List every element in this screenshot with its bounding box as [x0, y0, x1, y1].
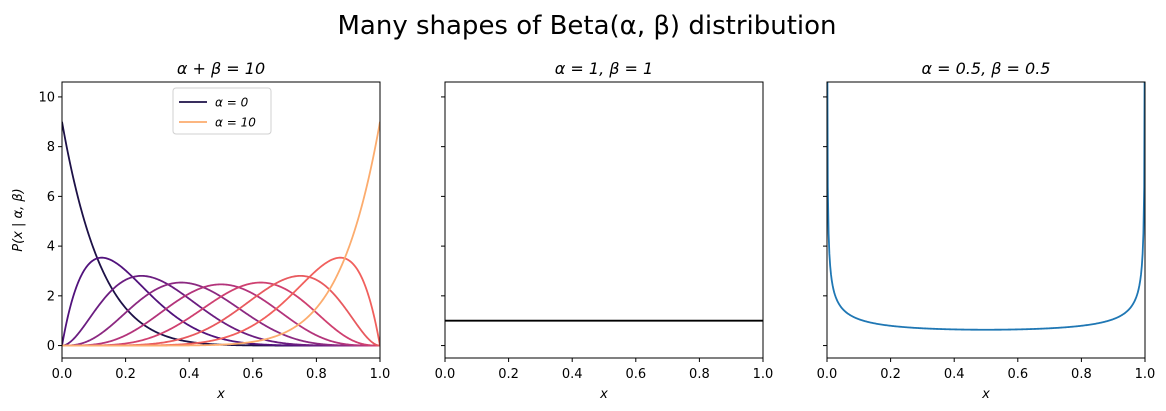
y-tick-label: 6 [47, 190, 55, 205]
series-line-1 [62, 121, 380, 347]
y-tick-label: 0 [47, 339, 55, 354]
series-line-1 [827, 82, 1145, 331]
x-tick-label: 0.2 [498, 367, 519, 382]
series-line-5 [62, 283, 380, 347]
x-tick-label: 0.2 [115, 367, 136, 382]
series-line-9 [62, 121, 380, 347]
x-tick-label: 0.4 [179, 367, 200, 382]
panel-2: 0.0 0.2 0.4 0.6 0.8 1.0 α = 1, β = 1 x [435, 59, 774, 402]
x-tick-label: 0.0 [435, 367, 456, 382]
x-tick-label: 1.0 [1135, 367, 1156, 382]
panels: 0.0 0.2 0.4 0.6 0.8 1.0 0 2 4 6 8 10 α + β = 10 x P(x … [11, 59, 1156, 402]
panel-title: α + β = 10 [177, 59, 265, 78]
x-axis-label: x [216, 387, 225, 402]
legend-label: α = 0 [215, 96, 249, 110]
x-tick-label: 0.6 [1007, 367, 1028, 382]
y-tick-label: 8 [47, 140, 55, 155]
x-tick-label: 0.6 [625, 367, 646, 382]
x-axis-label: x [981, 387, 990, 402]
x-tick-label: 0.8 [689, 367, 710, 382]
y-tick-label: 4 [47, 240, 55, 255]
x-tick-label: 0.2 [880, 367, 901, 382]
x-tick-label: 0.0 [52, 367, 73, 382]
x-tick-label: 0.8 [306, 367, 327, 382]
axes-frame [61, 81, 381, 359]
panel-3: 0.0 0.2 0.4 0.6 0.8 1.0 α = 0.5, β = 0.5 x [817, 59, 1156, 402]
x-tick-label: 0.4 [944, 367, 965, 382]
y-tick-label: 10 [38, 90, 55, 105]
panel-title: α = 1, β = 1 [555, 59, 653, 78]
x-tick-label: 0.8 [1071, 367, 1092, 382]
x-axis-label: x [599, 387, 608, 402]
series-line-8 [62, 256, 380, 347]
legend-label: α = 10 [215, 116, 256, 130]
y-axis-label: P(x | α, β) [11, 188, 26, 251]
series-line-2 [62, 256, 380, 347]
panel-title: α = 0.5, β = 0.5 [922, 59, 1051, 78]
legend: α = 0 α = 10 [172, 87, 272, 135]
axes-frame [444, 81, 764, 359]
x-tick-label: 0.6 [242, 367, 263, 382]
figure-title: Many shapes of Beta(α, β) distribution [337, 11, 836, 41]
x-tick-label: 0.4 [562, 367, 583, 382]
axes-frame [826, 81, 1146, 359]
x-tick-label: 1.0 [753, 367, 774, 382]
panel-1: 0.0 0.2 0.4 0.6 0.8 1.0 0 2 4 6 8 10 α + β = 10 x P(x … [11, 59, 390, 402]
y-tick-label: 2 [47, 289, 55, 304]
x-tick-label: 1.0 [370, 367, 391, 382]
x-tick-label: 0.0 [817, 367, 838, 382]
